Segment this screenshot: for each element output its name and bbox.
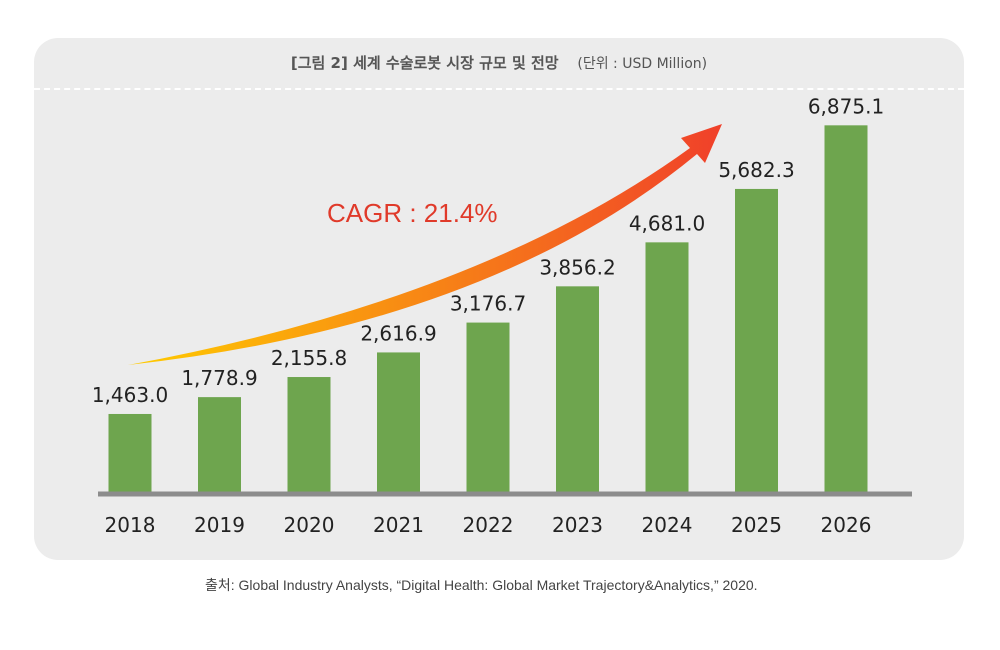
- value-label-2023: 3,856.2: [539, 255, 615, 279]
- value-label-2026: 6,875.1: [808, 94, 884, 118]
- value-label-2021: 2,616.9: [360, 321, 436, 345]
- value-label-2025: 5,682.3: [718, 158, 794, 182]
- value-label-2022: 3,176.7: [450, 292, 526, 316]
- x-tick-2018: 2018: [105, 513, 156, 537]
- value-label-2024: 4,681.0: [629, 211, 705, 235]
- x-tick-2021: 2021: [373, 513, 424, 537]
- bar-2019: [198, 397, 241, 492]
- bar-2026: [824, 125, 868, 492]
- source-note: 출처: Global Industry Analysts, “Digital H…: [205, 577, 758, 593]
- value-label-2019: 1,778.9: [181, 366, 257, 390]
- x-tick-2026: 2026: [821, 513, 872, 537]
- bar-2024: [645, 242, 689, 492]
- x-tick-2022: 2022: [463, 513, 514, 537]
- cagr-label: CAGR : 21.4%: [327, 198, 498, 228]
- chart-title: [그림 2] 세계 수술로봇 시장 규모 및 전망 (단위 : USD Mill…: [34, 52, 964, 73]
- x-tick-2025: 2025: [731, 513, 782, 537]
- x-tick-2024: 2024: [642, 513, 693, 537]
- bar-2018: [108, 413, 152, 492]
- value-label-2018: 1,463.0: [92, 383, 168, 407]
- value-labels-group: 1,463.0 1,778.9 2,155.8 2,616.9 3,176.7 3,856…: [92, 94, 884, 407]
- header-divider: [34, 88, 964, 90]
- x-tick-2023: 2023: [552, 513, 603, 537]
- bar-2021: [377, 352, 420, 492]
- x-tick-2019: 2019: [194, 513, 245, 537]
- bar-2022: [466, 322, 510, 492]
- x-tick-labels-group: 2018 2019 2020 2021 2022 2023 2024 2025 2026: [105, 513, 872, 537]
- bar-2023: [556, 286, 599, 492]
- x-tick-2020: 2020: [284, 513, 335, 537]
- chart-unit: (단위 : USD Million): [577, 56, 708, 72]
- value-label-2020: 2,155.8: [271, 346, 347, 370]
- bar-2025: [735, 188, 778, 492]
- bars-group: [108, 125, 868, 492]
- chart-title-text: [그림 2] 세계 수술로봇 시장 규모 및 전망: [290, 54, 559, 72]
- bar-2020: [287, 377, 331, 492]
